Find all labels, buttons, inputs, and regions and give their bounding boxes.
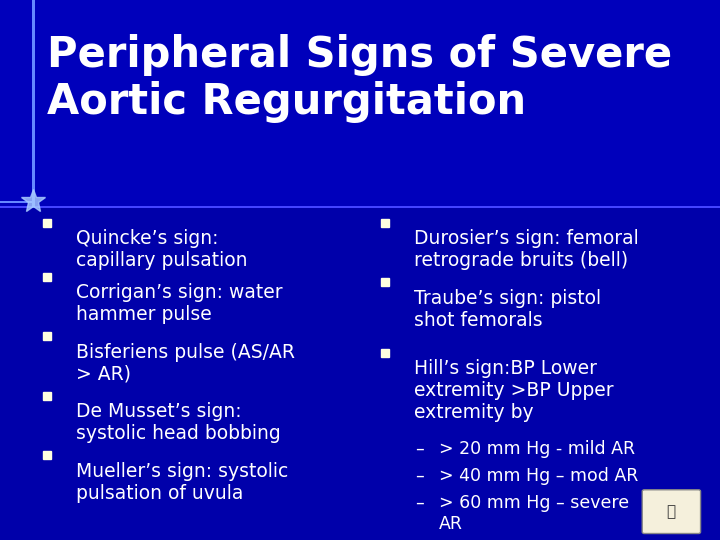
Text: > 20 mm Hg - mild AR: > 20 mm Hg - mild AR xyxy=(439,440,635,458)
Text: –: – xyxy=(415,494,424,512)
Bar xyxy=(0,206,720,208)
Text: –: – xyxy=(415,467,424,485)
Text: > 40 mm Hg – mod AR: > 40 mm Hg – mod AR xyxy=(439,467,639,485)
Text: Quincke’s sign:
capillary pulsation: Quincke’s sign: capillary pulsation xyxy=(76,230,247,271)
Text: Peripheral Signs of Severe
Aortic Regurgitation: Peripheral Signs of Severe Aortic Regurg… xyxy=(47,34,672,123)
Text: 🔊: 🔊 xyxy=(667,504,675,519)
Text: –: – xyxy=(415,440,424,458)
FancyBboxPatch shape xyxy=(642,490,701,534)
Bar xyxy=(32,0,35,208)
Text: Bisferiens pulse (AS/AR
> AR): Bisferiens pulse (AS/AR > AR) xyxy=(76,343,294,384)
Text: Corrigan’s sign: water
hammer pulse: Corrigan’s sign: water hammer pulse xyxy=(76,284,282,325)
Text: > 60 mm Hg – severe
AR: > 60 mm Hg – severe AR xyxy=(439,494,629,533)
Text: De Musset’s sign:
systolic head bobbing: De Musset’s sign: systolic head bobbing xyxy=(76,402,280,443)
Text: Hill’s sign:BP Lower
extremity >BP Upper
extremity by: Hill’s sign:BP Lower extremity >BP Upper… xyxy=(414,359,613,422)
Text: Durosier’s sign: femoral
retrograde bruits (bell): Durosier’s sign: femoral retrograde brui… xyxy=(414,230,639,271)
Text: Traube’s sign: pistol
shot femorals: Traube’s sign: pistol shot femorals xyxy=(414,289,601,330)
Bar xyxy=(0,201,32,202)
Bar xyxy=(0,0,720,208)
Text: Mueller’s sign: systolic
pulsation of uvula: Mueller’s sign: systolic pulsation of uv… xyxy=(76,462,288,503)
